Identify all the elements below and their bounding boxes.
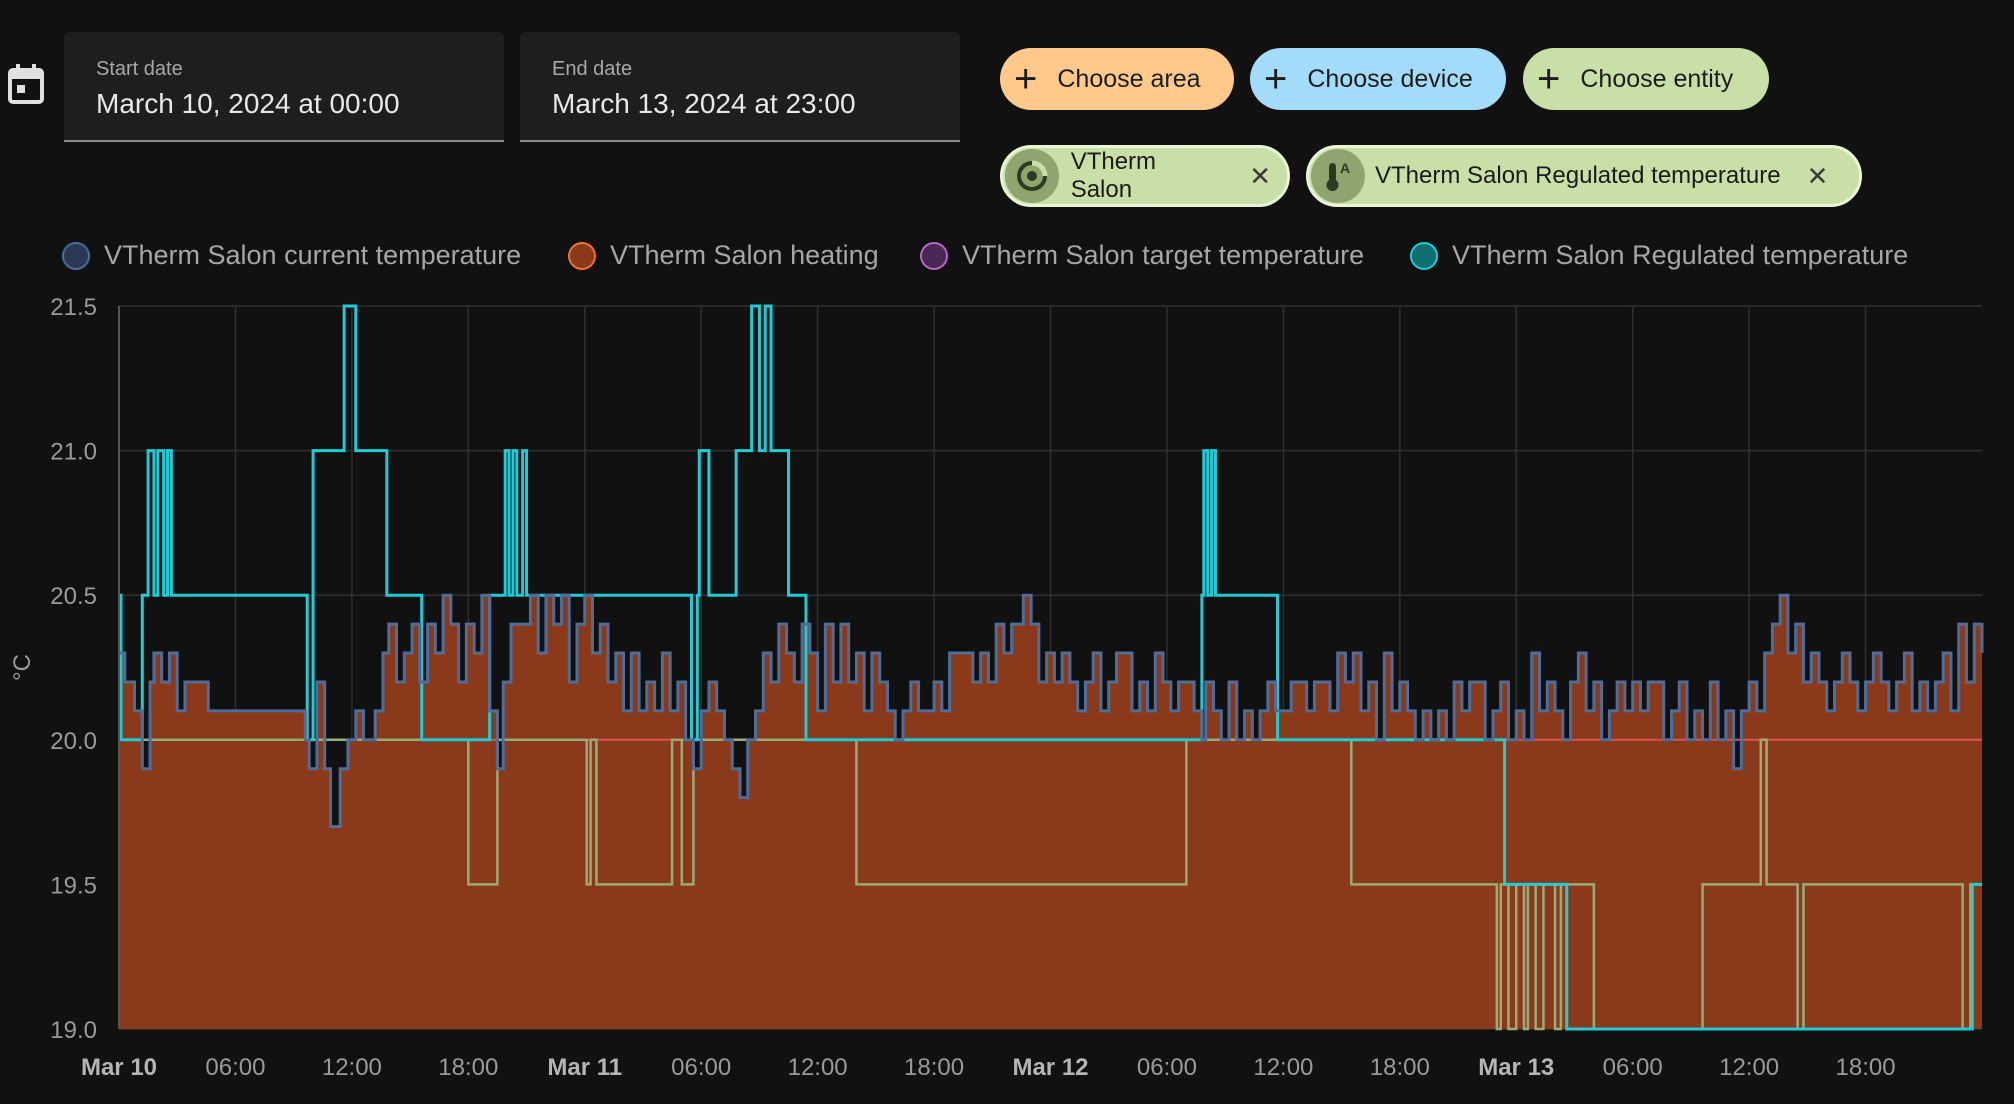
y-tick-label: 19.5	[50, 872, 97, 899]
x-tick-label: 06:00	[671, 1054, 731, 1081]
history-chart[interactable]: 21.5 21.0 20.5 20.0 19.5 19.0 Mar 10 06:00 12:00…	[0, 290, 2014, 1104]
choose-device-label: Choose device	[1307, 64, 1473, 93]
x-tick-label: Mar 12	[1012, 1054, 1088, 1081]
x-tick-label: 12:00	[1719, 1054, 1779, 1081]
choose-entity-label: Choose entity	[1580, 64, 1734, 93]
x-tick-label: 12:00	[322, 1054, 382, 1081]
selected-entity-chip-vtherm-salon[interactable]: VTherm Salon ✕	[1000, 145, 1290, 207]
legend-dot	[920, 241, 948, 270]
svg-text:A: A	[1340, 160, 1350, 176]
plus-icon: +	[1264, 57, 1288, 101]
selected-entity-label: VTherm Salon	[1070, 148, 1157, 203]
y-tick-label: 21.5	[50, 294, 97, 321]
legend-item-heating[interactable]: VTherm Salon heating	[568, 240, 879, 271]
x-tick-label: 18:00	[1836, 1054, 1896, 1081]
end-date-label: End date	[552, 58, 633, 80]
legend-label: VTherm Salon current temperature	[104, 240, 522, 270]
thermometer-auto-icon: A	[1311, 149, 1365, 203]
end-date-field[interactable]: End date March 13, 2024 at 23:00	[520, 32, 960, 142]
legend-label: VTherm Salon heating	[610, 240, 879, 270]
plus-icon: +	[1014, 57, 1038, 101]
selected-entity-chip-regulated-temperature[interactable]: A VTherm Salon Regulated temperature ✕	[1306, 145, 1862, 207]
x-tick-label: Mar 10	[81, 1054, 157, 1081]
legend-item-regulated-temperature[interactable]: VTherm Salon Regulated temperature	[1410, 240, 1908, 271]
start-date-label: Start date	[96, 58, 183, 80]
x-tick-label: 18:00	[438, 1054, 498, 1081]
y-tick-label: 20.5	[50, 583, 97, 610]
calendar-icon[interactable]	[4, 62, 44, 110]
thermostat-auto-icon	[1005, 149, 1059, 203]
start-date-field[interactable]: Start date March 10, 2024 at 00:00	[64, 32, 504, 142]
x-tick-label: 18:00	[1370, 1054, 1430, 1081]
end-date-value: March 13, 2024 at 23:00	[552, 88, 856, 119]
x-tick-label: 06:00	[205, 1054, 265, 1081]
legend-dot	[1410, 241, 1438, 270]
x-tick-label: Mar 13	[1478, 1054, 1554, 1081]
legend-item-current-temperature[interactable]: VTherm Salon current temperature	[62, 240, 521, 271]
x-tick-label: 06:00	[1603, 1054, 1663, 1081]
choose-entity-button[interactable]: + Choose entity	[1523, 48, 1769, 110]
series-current-temperature-line	[119, 593, 1984, 829]
y-axis-label: °C	[9, 654, 36, 681]
choose-device-button[interactable]: + Choose device	[1250, 48, 1506, 110]
legend-label: VTherm Salon target temperature	[962, 240, 1365, 270]
legend-dot	[62, 241, 90, 270]
x-tick-label: 12:00	[788, 1054, 848, 1081]
series-heating-outline	[119, 738, 1982, 1031]
x-tick-label: 18:00	[904, 1054, 964, 1081]
x-tick-label: 12:00	[1253, 1054, 1313, 1081]
y-tick-label: 20.0	[50, 728, 97, 755]
y-tick-label: 21.0	[50, 439, 97, 466]
x-tick-label: Mar 11	[547, 1054, 622, 1081]
remove-chip-icon[interactable]: ✕	[1249, 160, 1271, 191]
choose-area-label: Choose area	[1057, 64, 1201, 93]
legend-item-target-temperature[interactable]: VTherm Salon target temperature	[920, 240, 1364, 271]
remove-chip-icon[interactable]: ✕	[1806, 160, 1829, 191]
start-date-value: March 10, 2024 at 00:00	[96, 88, 400, 119]
selected-entity-label: VTherm Salon Regulated temperature	[1375, 162, 1781, 189]
legend-dot	[568, 241, 596, 270]
legend-label: VTherm Salon Regulated temperature	[1452, 240, 1909, 270]
plus-icon: +	[1537, 57, 1561, 101]
x-tick-label: 06:00	[1137, 1054, 1197, 1081]
y-tick-label: 19.0	[50, 1017, 97, 1044]
choose-area-button[interactable]: + Choose area	[1000, 48, 1234, 110]
